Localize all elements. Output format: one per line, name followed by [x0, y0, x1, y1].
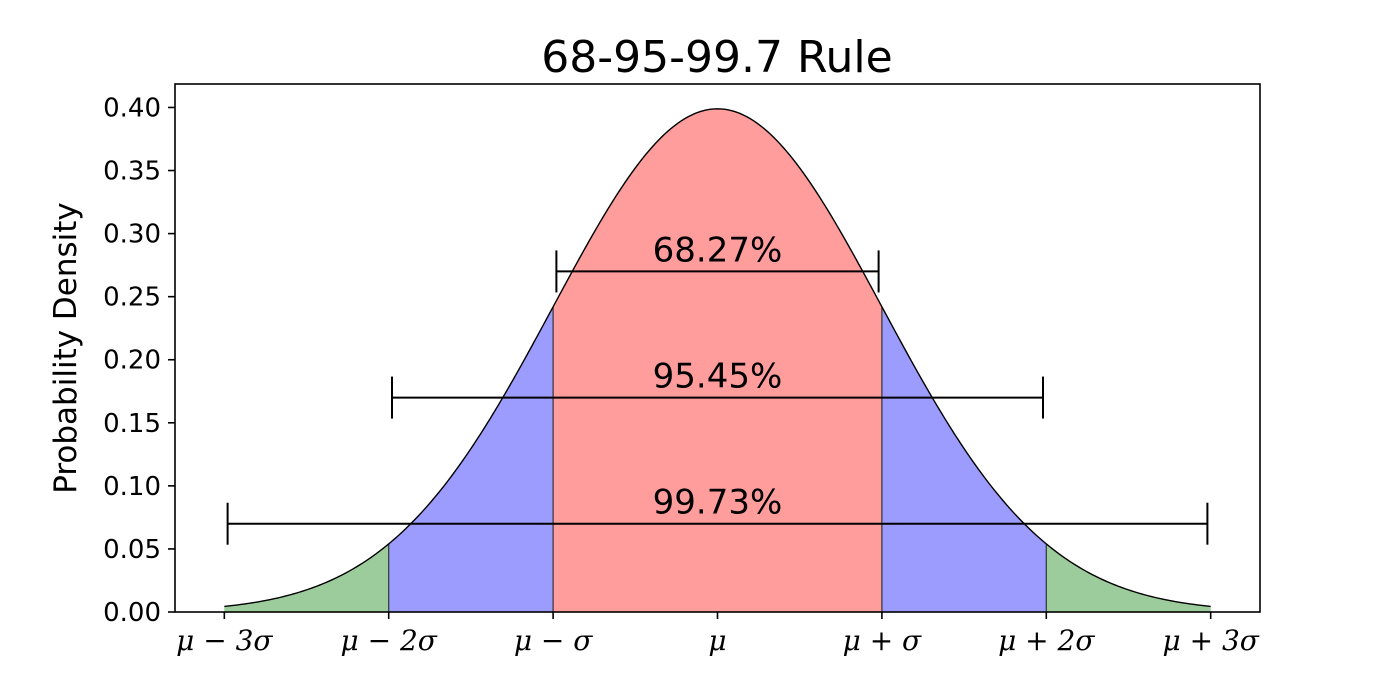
- region-1: [388, 306, 554, 612]
- x-tick-label-3: μ: [708, 624, 726, 657]
- y-tick-label-4: 0.20: [103, 346, 161, 376]
- y-tick-label-6: 0.30: [103, 220, 161, 250]
- y-axis: 0.00 0.05 0.10 0.15 0.20 0.25 0.30 0.35 0.40: [103, 93, 175, 628]
- y-tick-label-0: 0.00: [103, 598, 161, 628]
- interval-label-2: 99.73%: [653, 483, 783, 523]
- x-tick-label-4: μ + σ: [843, 624, 922, 657]
- density-curve-layer: [224, 108, 1211, 608]
- region-4: [1046, 543, 1211, 612]
- x-tick-label-0: μ − 3σ: [176, 624, 273, 657]
- shaded-regions: [224, 108, 1211, 613]
- density-curve: [224, 108, 1211, 608]
- y-tick-label-7: 0.35: [103, 157, 161, 187]
- interval-label-0: 68.27%: [653, 230, 783, 270]
- region-0: [224, 543, 389, 612]
- x-tick-label-2: μ − σ: [514, 624, 593, 657]
- y-tick-label-8: 0.40: [103, 93, 161, 123]
- x-axis: μ − 3σ μ − 2σ μ − σ μ μ + σ μ + 2σ μ + 3σ: [176, 612, 1260, 657]
- region-2: [553, 108, 882, 613]
- y-tick-label-5: 0.25: [103, 283, 161, 313]
- interval-markers: 68.27% 95.45% 99.73%: [226, 230, 1209, 545]
- y-tick-label-1: 0.05: [103, 535, 161, 565]
- x-tick-label-1: μ − 2σ: [341, 624, 438, 657]
- y-tick-label-3: 0.15: [103, 409, 161, 439]
- x-tick-label-6: μ + 3σ: [1162, 624, 1259, 657]
- y-tick-label-2: 0.10: [103, 472, 161, 502]
- chart-title: 68-95-99.7 Rule: [541, 32, 892, 83]
- region-3: [881, 306, 1047, 612]
- x-tick-label-5: μ + 2σ: [998, 624, 1095, 657]
- interval-label-1: 95.45%: [653, 357, 783, 397]
- y-axis-label: Probability Density: [48, 202, 84, 494]
